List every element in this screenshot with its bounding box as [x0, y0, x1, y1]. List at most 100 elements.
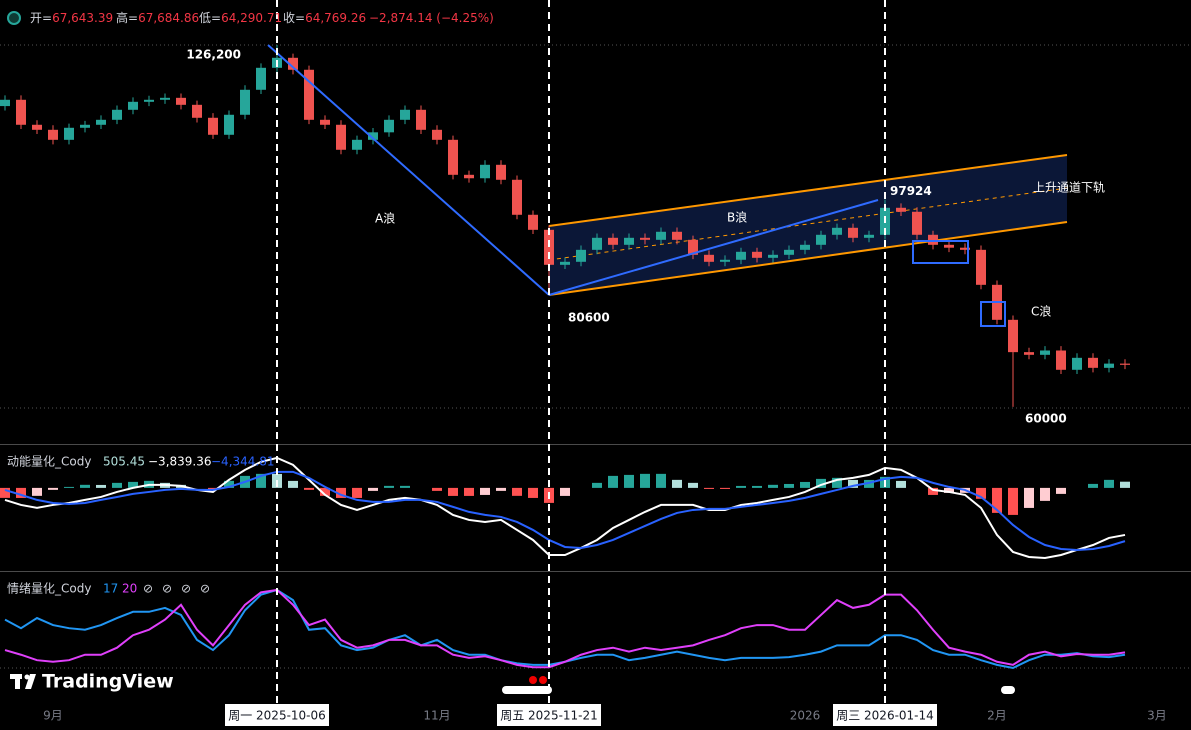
signal-dot	[529, 676, 537, 684]
histogram-bar	[624, 474, 634, 488]
wave-label: A浪	[375, 211, 395, 226]
legend-icon: ⊘	[143, 582, 153, 596]
histogram-bar	[1008, 487, 1018, 515]
signal-dot	[539, 676, 547, 684]
candle-body	[752, 251, 762, 258]
candle-body	[192, 104, 202, 118]
logo	[10, 674, 36, 689]
ohlc-value: 64,769.26	[305, 11, 366, 25]
ohlc-value: 67,643.39	[52, 11, 113, 25]
candle-body	[400, 109, 410, 120]
candle-body	[48, 129, 58, 140]
histogram-bar	[528, 487, 538, 498]
candle-body	[416, 109, 426, 130]
histogram-bar	[80, 484, 90, 488]
candle-body	[96, 119, 106, 125]
candle-body	[1088, 357, 1098, 368]
candle-body	[64, 127, 74, 140]
histogram-bar	[464, 487, 474, 496]
candle-body	[576, 249, 586, 262]
candle-body	[800, 244, 810, 250]
histogram-bar	[352, 487, 362, 498]
histogram-bar	[128, 481, 138, 488]
wave-line	[548, 199, 879, 296]
histogram-bar	[336, 487, 346, 498]
candle-body	[304, 69, 314, 120]
logo-part	[25, 674, 36, 689]
ohlc-key: 高=	[116, 10, 138, 25]
x-tick-label: 3月	[1147, 709, 1167, 723]
histogram-bar	[400, 485, 410, 488]
price-annotation: 60000	[1025, 411, 1067, 425]
histogram-bar	[320, 487, 330, 496]
histogram-bar	[928, 487, 938, 495]
candle-body	[336, 124, 346, 150]
candle-body	[288, 57, 298, 70]
price-annotation: 126,200	[186, 47, 241, 61]
channel-mid	[548, 187, 1068, 261]
candle-body	[656, 231, 666, 240]
candle-body	[160, 97, 170, 100]
legend-value: −4,344.81	[211, 455, 275, 469]
candle-body	[560, 261, 570, 265]
candle-body	[432, 129, 442, 140]
legend-value: 20	[122, 582, 137, 596]
histogram-bar	[992, 487, 1002, 513]
crosshair-label: 周三 2026-01-14	[836, 709, 934, 723]
ohlc-value: 67,684.86	[138, 11, 199, 25]
legend-icon: ⊘	[200, 582, 210, 596]
watermark: TradingView	[42, 671, 174, 693]
histogram-bar	[304, 487, 314, 490]
pane-title: 情绪量化_Cody	[7, 582, 91, 596]
candle-body	[128, 101, 138, 110]
candle-body	[544, 229, 554, 265]
histogram-bar	[112, 482, 122, 488]
wave-line	[267, 44, 550, 296]
candle-body	[1024, 352, 1034, 355]
histogram-bar	[864, 479, 874, 488]
histogram-bar	[896, 480, 906, 488]
candle-body	[224, 114, 234, 135]
histogram-bar	[976, 487, 986, 499]
histogram-bar	[944, 487, 954, 493]
histogram-bar	[256, 473, 266, 488]
candle-body	[448, 139, 458, 175]
histogram-bar	[288, 480, 298, 488]
ohlc-header: 开=67,643.39 高=67,684.86低=64,290.71收=64,76…	[30, 10, 494, 25]
candle-body	[240, 89, 250, 115]
histogram-bar	[1040, 487, 1050, 501]
candle-body	[704, 254, 714, 262]
candle-body	[16, 99, 26, 125]
candle-body	[208, 117, 218, 135]
histogram-bar	[768, 484, 778, 488]
candle-body	[944, 244, 954, 248]
histogram-bar	[96, 484, 106, 488]
histogram-bar	[560, 487, 570, 496]
histogram-bar	[32, 487, 42, 496]
candle-body	[464, 174, 474, 179]
candle-body	[528, 214, 538, 230]
x-tick-label: 11月	[423, 709, 450, 723]
histogram-bar	[64, 486, 74, 488]
candle-body	[672, 231, 682, 240]
signal-bar	[502, 686, 552, 694]
candle-body	[592, 237, 602, 250]
ohlc-value: 64,290.71	[221, 11, 282, 25]
candle-body	[384, 119, 394, 133]
histogram-bar	[512, 487, 522, 496]
candle-body	[896, 207, 906, 212]
legend-icon: ⊘	[181, 582, 191, 596]
channel-lower	[548, 221, 1068, 296]
histogram-bar	[672, 479, 682, 488]
candle-body	[784, 249, 794, 255]
histogram-bar	[1120, 481, 1130, 488]
candle-body	[976, 249, 986, 285]
legend-value: 17	[103, 582, 118, 596]
candle-body	[1072, 357, 1082, 370]
ohlc-key: 收=	[283, 11, 305, 25]
histogram-bar	[0, 487, 10, 498]
histogram-bar	[720, 487, 730, 489]
crosshair-label-box	[497, 704, 601, 726]
